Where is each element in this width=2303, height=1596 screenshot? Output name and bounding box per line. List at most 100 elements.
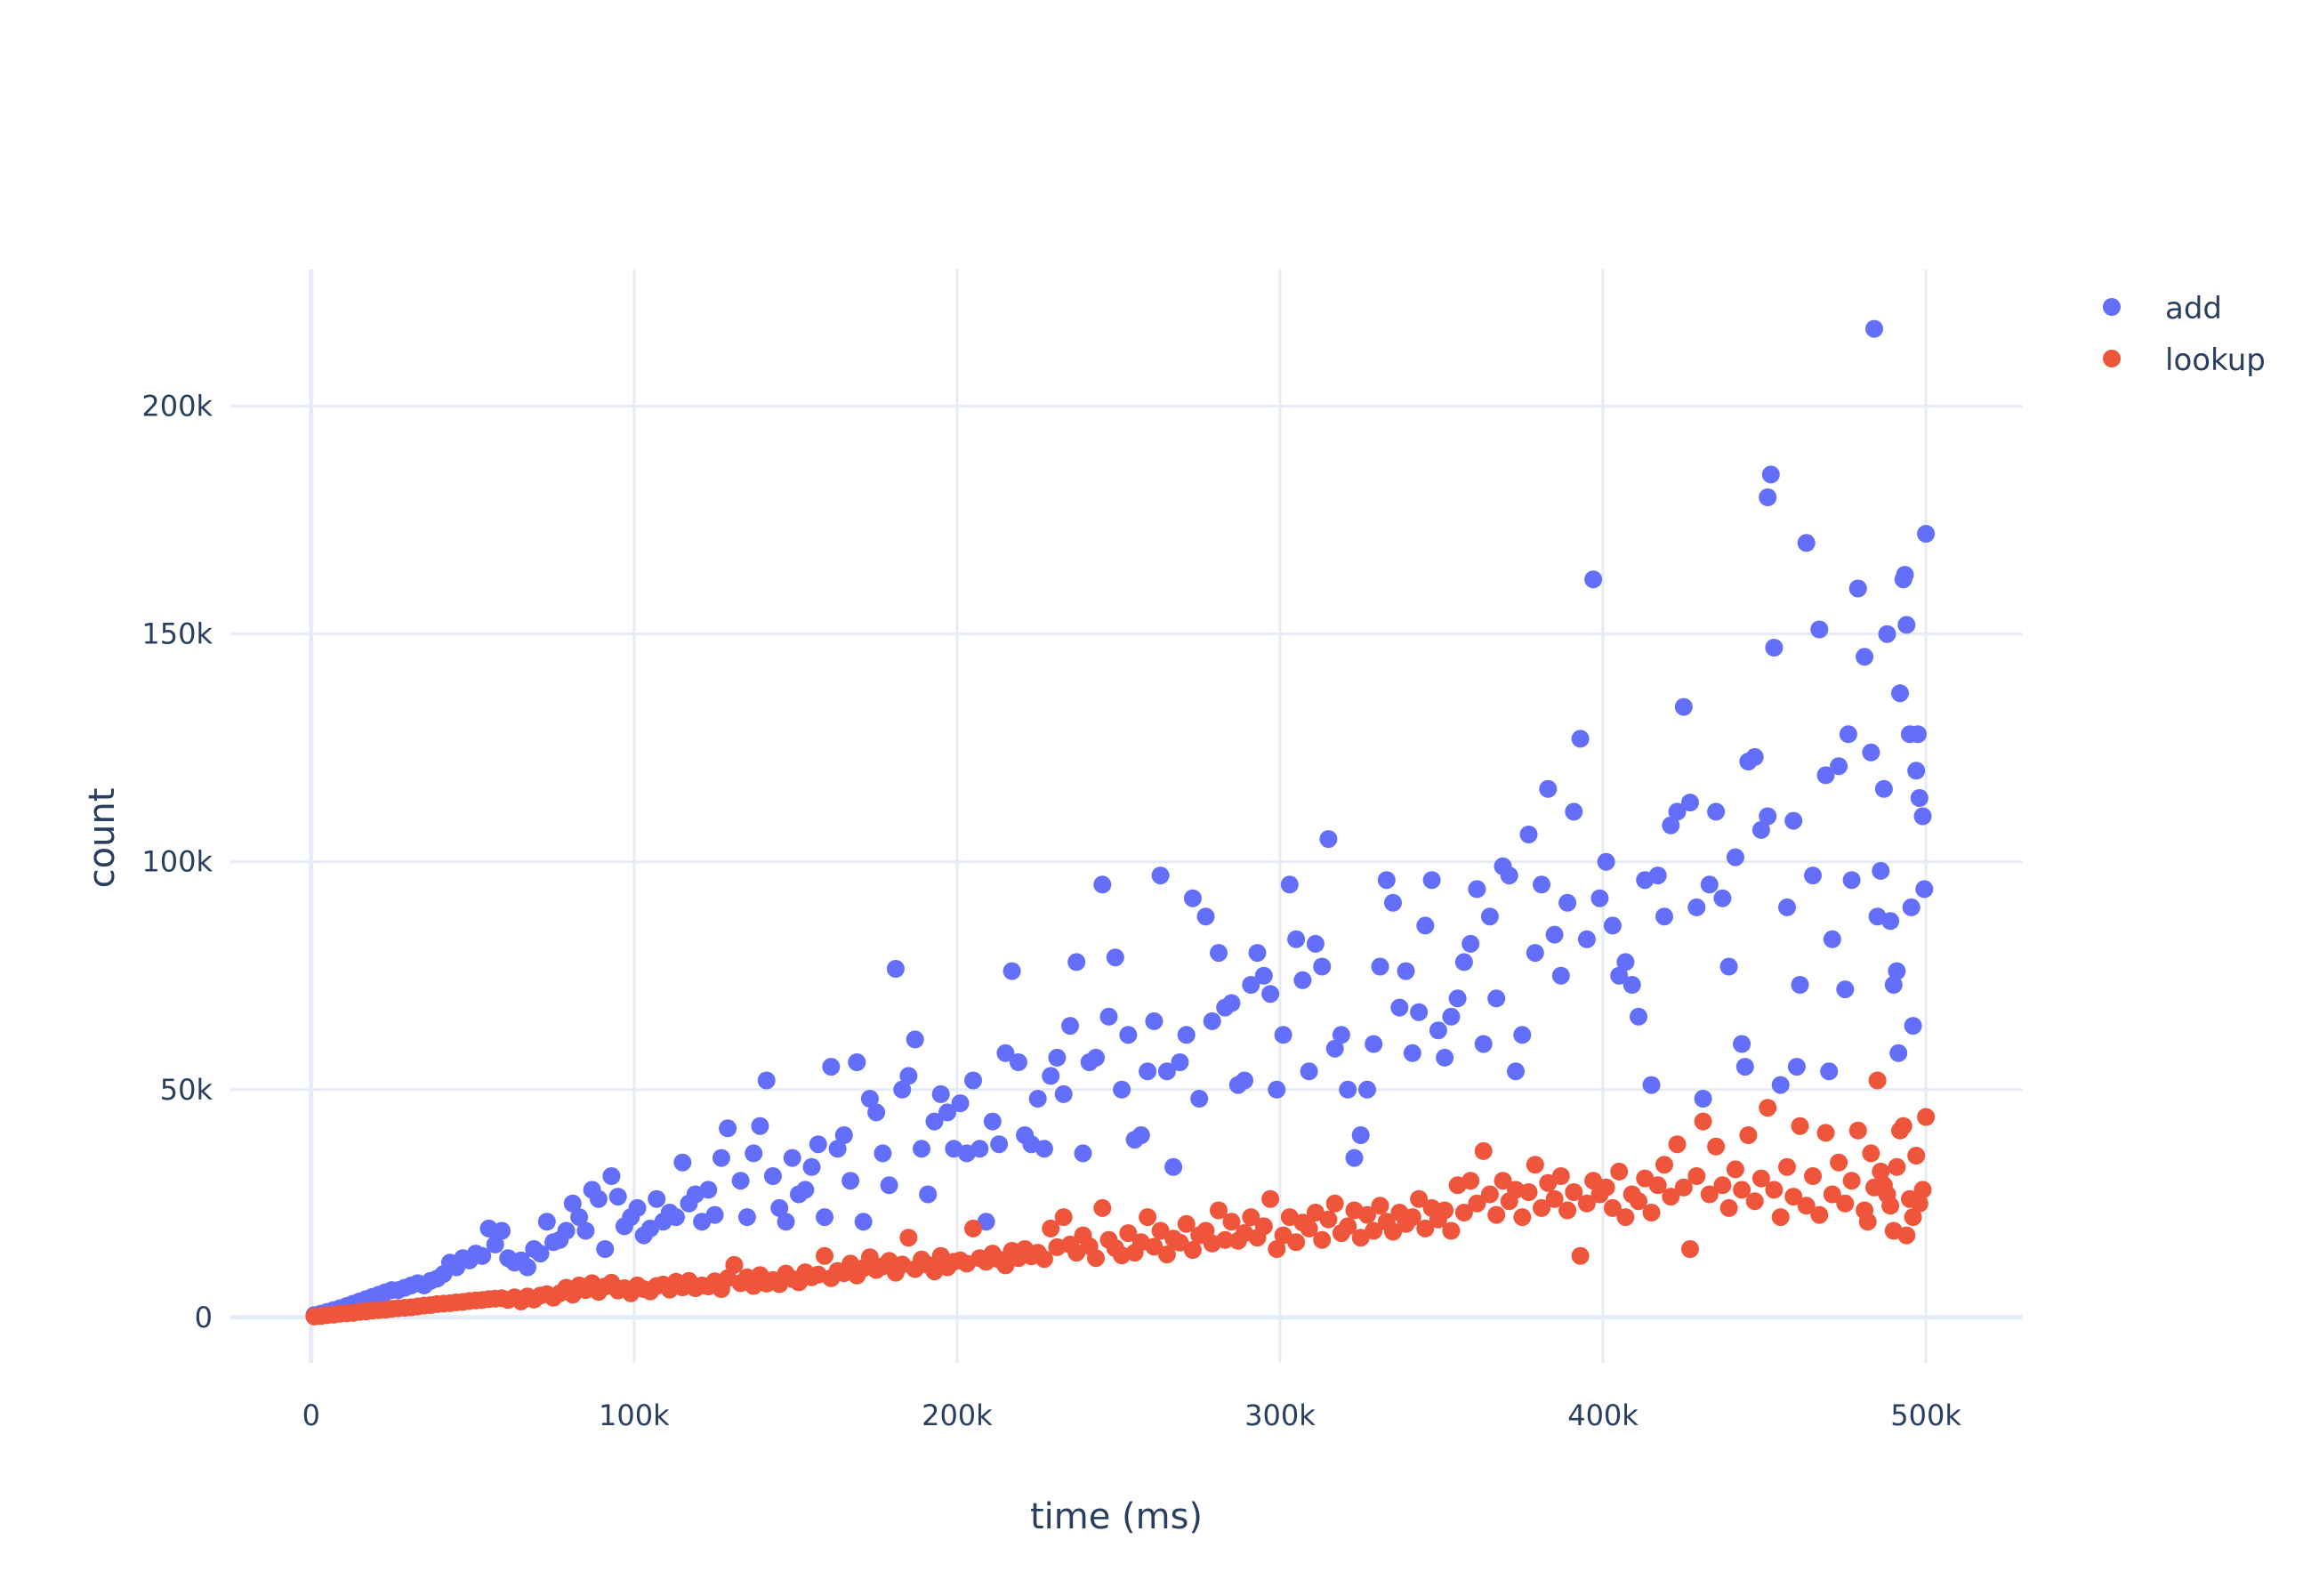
point-add[interactable]: [1325, 1039, 1344, 1058]
point-lookup[interactable]: [1784, 1188, 1803, 1206]
point-add[interactable]: [1054, 1084, 1073, 1103]
point-add[interactable]: [731, 1172, 750, 1190]
point-add[interactable]: [1377, 871, 1396, 890]
point-add[interactable]: [1145, 1012, 1164, 1030]
point-add[interactable]: [886, 960, 905, 978]
point-add[interactable]: [1139, 1062, 1157, 1081]
point-add[interactable]: [1694, 1090, 1712, 1108]
point-add[interactable]: [1462, 934, 1480, 953]
point-add[interactable]: [1778, 898, 1796, 916]
point-add[interactable]: [1384, 893, 1402, 912]
point-lookup[interactable]: [1891, 1121, 1909, 1140]
point-add[interactable]: [1190, 1090, 1209, 1108]
point-lookup[interactable]: [1597, 1178, 1615, 1197]
point-add[interactable]: [493, 1221, 511, 1240]
point-add[interactable]: [1616, 953, 1635, 971]
point-lookup[interactable]: [1565, 1183, 1583, 1201]
point-lookup[interactable]: [1474, 1141, 1493, 1160]
point-add[interactable]: [1603, 916, 1622, 935]
point-add[interactable]: [848, 1053, 866, 1071]
point-add[interactable]: [1293, 971, 1312, 989]
point-add[interactable]: [1468, 880, 1486, 899]
point-add[interactable]: [1093, 875, 1112, 894]
point-lookup[interactable]: [1904, 1208, 1922, 1227]
point-add[interactable]: [1902, 898, 1921, 916]
point-add[interactable]: [1745, 747, 1764, 766]
point-add[interactable]: [1545, 925, 1564, 944]
point-add[interactable]: [1345, 1149, 1364, 1167]
point-add[interactable]: [1287, 930, 1306, 948]
point-lookup[interactable]: [1480, 1185, 1499, 1204]
point-lookup[interactable]: [1804, 1167, 1822, 1185]
point-lookup[interactable]: [899, 1229, 918, 1247]
point-lookup[interactable]: [1771, 1208, 1790, 1227]
point-add[interactable]: [1074, 1144, 1092, 1163]
point-add[interactable]: [1655, 907, 1673, 926]
point-add[interactable]: [1674, 697, 1693, 716]
point-add[interactable]: [1119, 1026, 1138, 1044]
point-lookup[interactable]: [1700, 1185, 1719, 1204]
point-add[interactable]: [1164, 1157, 1183, 1176]
point-add[interactable]: [608, 1188, 627, 1206]
point-lookup[interactable]: [1739, 1126, 1758, 1144]
point-add[interactable]: [1700, 875, 1719, 894]
point-lookup[interactable]: [816, 1246, 833, 1265]
point-add[interactable]: [1865, 319, 1883, 338]
point-add[interactable]: [1268, 1080, 1286, 1099]
point-lookup[interactable]: [1442, 1221, 1461, 1240]
point-add[interactable]: [1830, 757, 1848, 776]
point-add[interactable]: [1280, 875, 1299, 894]
point-add[interactable]: [854, 1213, 873, 1231]
point-lookup[interactable]: [1216, 1230, 1235, 1249]
point-lookup[interactable]: [1325, 1194, 1344, 1213]
point-lookup[interactable]: [1759, 1099, 1777, 1117]
point-add[interactable]: [737, 1208, 756, 1227]
point-add[interactable]: [1810, 620, 1829, 639]
point-lookup[interactable]: [1410, 1189, 1429, 1208]
point-lookup[interactable]: [1035, 1250, 1053, 1269]
point-lookup[interactable]: [1145, 1237, 1164, 1256]
point-add[interactable]: [1889, 1044, 1908, 1062]
point-add[interactable]: [557, 1221, 576, 1240]
point-add[interactable]: [1157, 1062, 1176, 1081]
point-lookup[interactable]: [1577, 1194, 1596, 1213]
point-add[interactable]: [1836, 980, 1855, 999]
point-add[interactable]: [1487, 989, 1506, 1008]
point-lookup[interactable]: [1365, 1221, 1383, 1240]
point-lookup[interactable]: [1254, 1217, 1273, 1236]
point-lookup[interactable]: [1733, 1181, 1751, 1199]
point-lookup[interactable]: [1642, 1204, 1661, 1221]
point-add[interactable]: [1236, 1071, 1253, 1090]
point-lookup[interactable]: [1816, 1124, 1835, 1142]
point-lookup[interactable]: [1648, 1176, 1667, 1195]
point-add[interactable]: [899, 1067, 918, 1085]
point-add[interactable]: [1891, 684, 1909, 703]
point-lookup[interactable]: [1384, 1222, 1402, 1241]
point-add[interactable]: [1300, 1062, 1318, 1081]
point-lookup[interactable]: [1519, 1183, 1538, 1201]
point-lookup[interactable]: [1119, 1224, 1138, 1243]
point-add[interactable]: [1759, 807, 1777, 826]
point-add[interactable]: [1106, 948, 1124, 967]
point-lookup[interactable]: [1907, 1147, 1926, 1165]
point-lookup[interactable]: [1177, 1214, 1196, 1233]
point-lookup[interactable]: [1171, 1233, 1189, 1252]
point-add[interactable]: [1474, 1035, 1493, 1053]
point-add[interactable]: [1733, 1035, 1751, 1053]
point-lookup[interactable]: [1842, 1172, 1861, 1190]
point-add[interactable]: [1687, 898, 1706, 916]
point-add[interactable]: [1881, 912, 1900, 931]
point-lookup[interactable]: [1858, 1213, 1877, 1231]
point-lookup[interactable]: [1403, 1208, 1421, 1227]
point-add[interactable]: [1558, 893, 1577, 912]
point-lookup[interactable]: [1872, 1162, 1890, 1181]
point-lookup[interactable]: [1797, 1197, 1816, 1215]
point-add[interactable]: [860, 1090, 879, 1108]
point-add[interactable]: [576, 1221, 595, 1240]
point-lookup[interactable]: [1884, 1221, 1903, 1240]
point-add[interactable]: [1878, 625, 1896, 643]
point-lookup[interactable]: [996, 1256, 1015, 1275]
point-lookup[interactable]: [1674, 1178, 1693, 1197]
point-add[interactable]: [1648, 867, 1667, 885]
point-lookup[interactable]: [1339, 1217, 1357, 1236]
